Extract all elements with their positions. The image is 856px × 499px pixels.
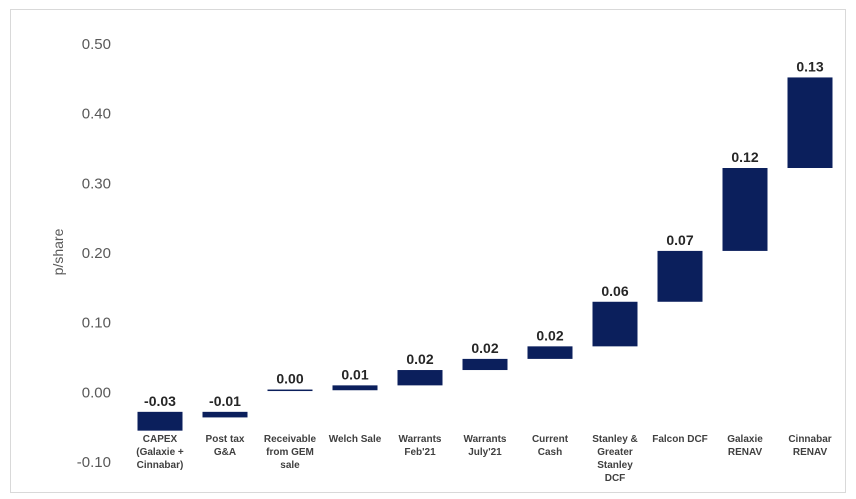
- data-label: 0.07: [666, 232, 693, 248]
- category-label: Stanley & Greater Stanley DCF: [592, 434, 638, 484]
- category-label: Cinnabar RENAV: [788, 434, 831, 458]
- y-tick-label: 0.40: [82, 106, 111, 123]
- waterfall-bar: [592, 301, 638, 347]
- category-label: Warrants Feb'21: [399, 434, 442, 458]
- data-label: 0.13: [796, 58, 823, 74]
- waterfall-bar: [722, 168, 768, 251]
- waterfall-bar: [527, 346, 573, 359]
- category-label: Falcon DCF: [652, 434, 708, 445]
- waterfall-bar: [332, 385, 378, 391]
- category-label: Galaxie RENAV: [727, 434, 763, 458]
- bars: [137, 77, 833, 431]
- data-label: 0.12: [731, 149, 758, 165]
- data-label: -0.03: [144, 393, 176, 409]
- waterfall-bar: [267, 389, 313, 392]
- y-tick-label: 0.30: [82, 175, 111, 192]
- waterfall-bar: [137, 411, 183, 431]
- category-label: Receivable from GEM sale: [264, 434, 317, 471]
- y-tick-label: 0.20: [82, 245, 111, 262]
- data-label: 0.00: [276, 371, 303, 387]
- y-tick-label: 0.50: [82, 36, 111, 53]
- y-tick-label: 0.10: [82, 315, 111, 332]
- waterfall-bar: [462, 358, 508, 371]
- data-label: 0.02: [536, 327, 563, 343]
- data-label: 0.06: [601, 283, 628, 299]
- category-label: Post tax G&A: [206, 434, 245, 458]
- data-label: 0.01: [341, 366, 368, 382]
- y-tick-label: -0.10: [77, 454, 111, 471]
- waterfall-bar: [202, 411, 248, 418]
- data-label: 0.02: [471, 340, 498, 356]
- waterfall-bar: [397, 370, 443, 386]
- waterfall-bar: [657, 250, 703, 302]
- category-label: CAPEX (Galaxie + Cinnabar): [136, 434, 184, 471]
- y-tick-label: 0.00: [82, 384, 111, 401]
- category-labels: CAPEX (Galaxie + Cinnabar) Post tax G&A Recei…: [136, 434, 832, 484]
- category-label: Warrants July'21: [464, 434, 507, 458]
- data-label: -0.01: [209, 393, 241, 409]
- data-label: 0.02: [406, 351, 433, 367]
- y-axis-ticks: 0.50 0.40 0.30 0.20 0.10 0.00 -0.10: [77, 36, 111, 471]
- waterfall-bar: [787, 77, 833, 169]
- category-label: Welch Sale: [329, 434, 382, 445]
- category-label: Current Cash: [532, 434, 569, 458]
- data-labels: -0.03 -0.01 0.00 0.01 0.02 0.02 0.02 0.06 0.07 0.…: [144, 58, 824, 408]
- y-axis-title: p/share: [50, 228, 66, 275]
